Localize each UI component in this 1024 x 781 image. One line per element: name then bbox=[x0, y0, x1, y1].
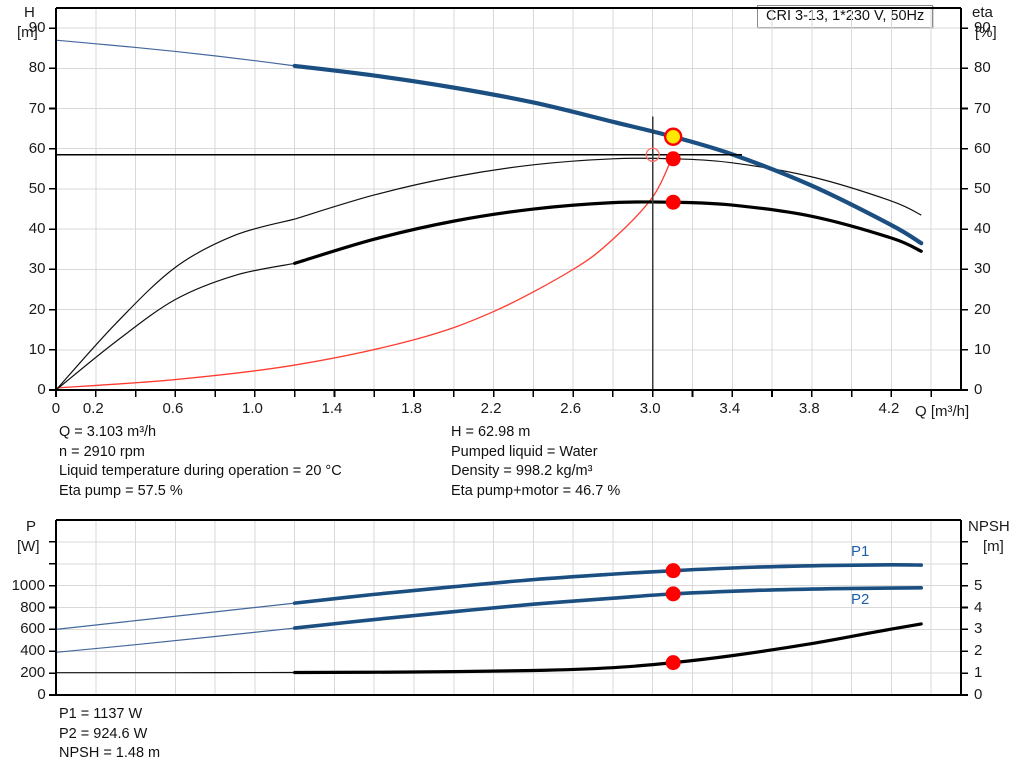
top-x-tick-0.6: 0.6 bbox=[162, 400, 184, 417]
top-y-right-tick-80: 80 bbox=[974, 59, 991, 77]
top-x-tick-1.8: 1.8 bbox=[401, 400, 422, 417]
bottom-y-left-tick-400: 400 bbox=[20, 642, 46, 660]
bottom-chart-frame bbox=[49, 519, 968, 697]
eta-pump-extrapolated-curve bbox=[56, 218, 295, 390]
top-chart-y-left-unit: [m] bbox=[17, 24, 38, 41]
bottom-chart-curves bbox=[56, 563, 924, 675]
top-y-right-tick-40: 40 bbox=[974, 220, 991, 238]
top-y-right-tick-90: 90 bbox=[974, 19, 991, 37]
p1-operating-point[interactable] bbox=[665, 563, 681, 579]
top-y-right-tick-30: 30 bbox=[974, 260, 991, 278]
top-y-right-tick-0: 0 bbox=[974, 381, 983, 398]
top-y-right-tick-70: 70 bbox=[974, 99, 991, 117]
readout-top-left-line-2: n = 2910 rpm bbox=[59, 443, 145, 460]
p2-curve bbox=[292, 586, 924, 630]
bottom-chart-y-right-unit: [m] bbox=[983, 538, 1004, 555]
bottom-chart-operating-points bbox=[665, 563, 681, 671]
top-y-left-tick-60: 60 bbox=[28, 139, 46, 157]
top-y-right-tick-60: 60 bbox=[974, 139, 991, 157]
top-y-left-tick-10: 10 bbox=[28, 340, 46, 358]
bottom-y-right-tick-3: 3 bbox=[974, 620, 983, 638]
bottom-chart-y-left-unit: [W] bbox=[17, 538, 40, 555]
eta-pump-curve bbox=[294, 157, 922, 220]
eta-pump-motor-extrapolated-curve bbox=[56, 262, 295, 390]
readout-top-right-line-3: Density = 998.2 kg/m³ bbox=[451, 463, 593, 479]
bottom-y-left-tick-600: 600 bbox=[20, 620, 46, 638]
readout-top-left-line-3: Liquid temperature during operation = 20… bbox=[59, 463, 342, 479]
top-x-tick-4.2: 4.2 bbox=[878, 400, 900, 417]
bottom-y-right-tick-5: 5 bbox=[974, 576, 983, 594]
top-chart-curves bbox=[56, 39, 924, 390]
eta-pump-operating-point[interactable] bbox=[665, 151, 681, 167]
readout-bottom-line-2: P2 = 924.6 W bbox=[59, 725, 148, 742]
readout-top-right-line-1: H = 62.98 m bbox=[451, 424, 531, 440]
bottom-y-right-tick-1: 1 bbox=[974, 664, 983, 682]
bottom-y-left-tick-0: 0 bbox=[37, 686, 46, 703]
p2-operating-point[interactable] bbox=[665, 586, 681, 602]
readout-bottom-line-3: NPSH = 1.48 m bbox=[59, 745, 161, 761]
top-chart-x-title: Q [m³/h] bbox=[915, 403, 970, 420]
readout-top-right-line-2: Pumped liquid = Water bbox=[451, 443, 598, 460]
top-y-right-tick-50: 50 bbox=[974, 179, 991, 197]
top-chart-frame bbox=[49, 7, 968, 397]
bottom-chart-y-right-title: NPSH bbox=[968, 518, 1010, 535]
p2-curve-label: P2 bbox=[851, 591, 870, 608]
top-chart-y-left-title: H bbox=[24, 4, 35, 21]
p1-curve-label: P1 bbox=[851, 543, 870, 560]
bottom-chart-grid bbox=[56, 520, 961, 695]
bottom-y-right-tick-4: 4 bbox=[974, 598, 983, 616]
head-curve bbox=[292, 63, 924, 246]
top-chart-duty-lines bbox=[56, 116, 743, 390]
head-extrapolated-curve bbox=[56, 39, 295, 67]
top-chart-grid bbox=[56, 8, 961, 390]
bottom-y-left-tick-200: 200 bbox=[20, 664, 46, 682]
p2-extrapolated-curve bbox=[56, 627, 295, 653]
bottom-chart-y-left-title: P bbox=[26, 518, 37, 535]
top-y-left-tick-40: 40 bbox=[28, 220, 46, 238]
readout-top-left-line-1: Q = 3.103 m³/h bbox=[59, 424, 157, 440]
top-chart-y-right-unit: [%] bbox=[975, 24, 997, 41]
top-x-tick-2.6: 2.6 bbox=[560, 400, 582, 417]
bottom-y-left-tick-1000: 1000 bbox=[11, 576, 45, 594]
top-x-tick-0: 0 bbox=[51, 400, 61, 417]
bottom-chart-plot bbox=[49, 519, 968, 697]
npsh-curve-top bbox=[56, 154, 674, 389]
top-y-right-tick-10: 10 bbox=[974, 340, 991, 358]
npsh-curve-bottom bbox=[293, 622, 923, 675]
eta-pump-motor-curve bbox=[293, 200, 923, 265]
eta-pump-motor-operating-point[interactable] bbox=[665, 194, 681, 210]
npsh-duty-point bbox=[645, 147, 660, 162]
p1-curve bbox=[292, 563, 924, 605]
top-y-left-tick-20: 20 bbox=[28, 300, 46, 318]
npsh-operating-point[interactable] bbox=[665, 655, 681, 671]
bottom-y-right-tick-0: 0 bbox=[974, 686, 983, 703]
top-x-tick-3.8: 3.8 bbox=[798, 400, 820, 417]
top-chart-plot bbox=[49, 7, 968, 397]
top-x-tick-3.0: 3.0 bbox=[639, 400, 661, 417]
top-x-tick-1.0: 1.0 bbox=[242, 400, 263, 417]
readout-top-left-line-4: Eta pump = 57.5 % bbox=[59, 482, 183, 499]
pump-title-box: CRI 3-13, 1*230 V, 50Hz bbox=[757, 5, 934, 28]
top-y-right-tick-20: 20 bbox=[974, 300, 991, 318]
top-y-left-tick-80: 80 bbox=[28, 59, 46, 77]
bottom-y-left-tick-800: 800 bbox=[20, 598, 46, 616]
top-chart-operating-points bbox=[645, 127, 683, 210]
readout-top-right-line-4: Eta pump+motor = 46.7 % bbox=[451, 482, 621, 499]
top-x-tick-2.2: 2.2 bbox=[480, 400, 502, 417]
top-x-tick-0.2: 0.2 bbox=[82, 400, 104, 417]
top-y-left-tick-70: 70 bbox=[28, 99, 46, 117]
p1-extrapolated-curve bbox=[56, 602, 295, 630]
top-chart-y-right-title: eta bbox=[972, 4, 993, 21]
bottom-y-right-tick-2: 2 bbox=[974, 642, 983, 660]
top-x-tick-3.4: 3.4 bbox=[719, 400, 741, 417]
top-y-left-tick-30: 30 bbox=[28, 260, 46, 278]
top-y-left-tick-50: 50 bbox=[28, 179, 46, 197]
top-y-left-tick-90: 90 bbox=[28, 19, 46, 37]
head-operating-point[interactable] bbox=[663, 127, 683, 146]
top-x-tick-1.4: 1.4 bbox=[321, 400, 343, 417]
top-y-left-tick-0: 0 bbox=[37, 381, 46, 398]
readout-bottom-line-1: P1 = 1137 W bbox=[59, 706, 143, 722]
